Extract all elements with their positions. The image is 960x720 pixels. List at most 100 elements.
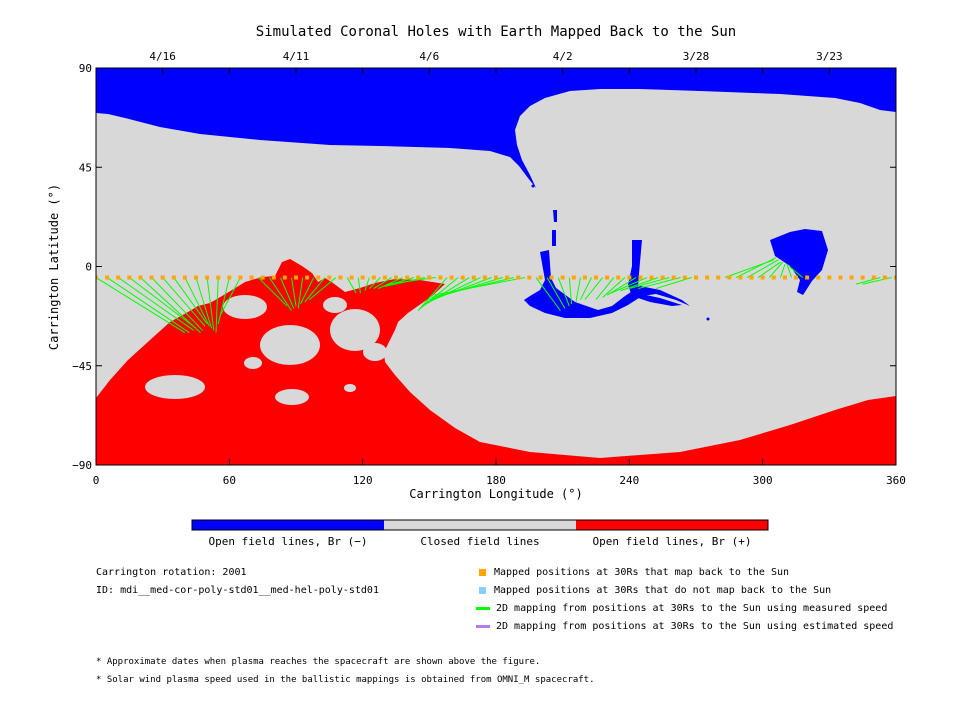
colorbar-label-positive: Open field lines, Br (+) [592, 535, 752, 548]
mapped-point [338, 275, 343, 280]
x-tick-label: 240 [619, 474, 639, 487]
mapped-point [582, 275, 587, 280]
mapped-point [449, 275, 454, 280]
mapping-line [173, 277, 208, 325]
mapped-point [705, 275, 710, 280]
legend-label-mapped: Mapped positions at 30Rs that map back t… [494, 567, 790, 578]
colorbar-positive [576, 520, 768, 530]
legend-swatch-unmapped [479, 587, 486, 594]
mapped-point [149, 275, 154, 280]
mapped-point [482, 275, 487, 280]
mapping-line [417, 277, 448, 311]
mapping-line [129, 277, 197, 329]
legend-swatch-mapped [479, 569, 486, 576]
mapped-point [394, 275, 398, 280]
mapped-point [849, 275, 854, 280]
mapped-point [205, 275, 210, 280]
mapped-point [138, 275, 143, 280]
mapped-point [171, 275, 176, 280]
carrington-rotation-text: Carrington rotation: 2001 [96, 567, 247, 578]
date-tick-label: 4/2 [553, 50, 573, 63]
colorbar-closed [384, 520, 576, 530]
y-axis-label: Carrington Latitude (°) [47, 184, 61, 350]
mapped-point [694, 275, 698, 280]
mapping-line [117, 277, 195, 331]
mapped-point [371, 275, 376, 280]
mapped-point [360, 275, 365, 280]
mapped-point [594, 275, 598, 280]
mapped-point [438, 275, 443, 280]
mapped-point [882, 275, 887, 280]
y-tick-label: −45 [72, 360, 92, 373]
footnote-speed: * Solar wind plasma speed used in the ba… [96, 675, 595, 685]
mapped-point [738, 275, 743, 280]
mapped-point [105, 275, 110, 280]
mapped-point [194, 275, 198, 280]
mapping-line [106, 277, 190, 334]
mapped-point [860, 275, 865, 280]
mapped-point [227, 275, 232, 280]
mapped-point [471, 275, 476, 280]
mapped-point [682, 275, 687, 280]
mapped-point [538, 275, 543, 280]
date-axis: 4/16 4/11 4/6 4/2 3/28 3/23 [149, 50, 843, 74]
mapping-line [220, 277, 241, 316]
mapped-point [527, 275, 532, 280]
legend-item-unmapped: Mapped positions at 30Rs that do not map… [479, 585, 831, 596]
mapped-point [416, 275, 421, 280]
mapped-point [271, 275, 276, 280]
mapping-line [611, 277, 648, 294]
mapped-point [827, 275, 832, 280]
mapped-point [305, 275, 310, 280]
legend-item-mapped: Mapped positions at 30Rs that map back t… [479, 567, 789, 578]
footnote-dates: * Approximate dates when plasma reaches … [96, 657, 541, 667]
legend-label-estimated: 2D mapping from positions at 30Rs to the… [496, 621, 894, 632]
legend-item-measured: 2D mapping from positions at 30Rs to the… [476, 603, 887, 614]
mapping-line [184, 277, 210, 327]
mapped-point [96, 275, 98, 280]
mapped-point [760, 275, 765, 280]
mapping-line [297, 277, 304, 309]
mapping-line [855, 277, 881, 285]
mapped-point [182, 275, 187, 280]
mapped-point [116, 275, 121, 280]
date-tick-label: 4/6 [419, 50, 439, 63]
colorbar-label-negative: Open field lines, Br (−) [208, 535, 368, 548]
mapping-line [433, 277, 525, 296]
mapped-point [327, 275, 332, 280]
mapping-line [789, 266, 803, 278]
chart-title: Simulated Coronal Holes with Earth Mappe… [256, 24, 736, 40]
mapped-point [794, 275, 798, 280]
mapping-line [602, 277, 626, 298]
mapped-point [216, 275, 221, 280]
mapping-line [151, 277, 204, 331]
mapped-point [316, 275, 321, 280]
mapping-line [757, 261, 781, 278]
mapped-point [427, 275, 432, 280]
mapping-line [779, 264, 786, 278]
mapped-point [627, 275, 632, 280]
y-axis: −90 −45 0 45 90 [72, 62, 896, 472]
mapped-point [671, 275, 676, 280]
legend-swatch-estimated [476, 625, 490, 628]
colorbar [191, 519, 769, 531]
mapped-point [782, 275, 787, 280]
mapped-point [838, 275, 843, 280]
mapping-line [195, 277, 213, 329]
mapped-point [516, 275, 521, 280]
equatorial-open-negative-region [524, 184, 828, 321]
mapped-point [749, 275, 754, 280]
mapping-line [206, 277, 215, 331]
mapped-point [127, 275, 132, 280]
legend-item-estimated: 2D mapping from positions at 30Rs to the… [476, 621, 894, 632]
mapping-line [557, 277, 570, 307]
mapping-line [357, 277, 361, 294]
mapping-line [217, 277, 230, 324]
mapped-point [405, 275, 410, 280]
mapped-point [771, 275, 776, 280]
model-id-text: ID: mdi__med-cor-poly-std01__med-hel-pol… [96, 585, 379, 596]
mapped-point [660, 275, 665, 280]
x-tick-label: 120 [353, 474, 373, 487]
north-open-negative-region [96, 68, 896, 188]
